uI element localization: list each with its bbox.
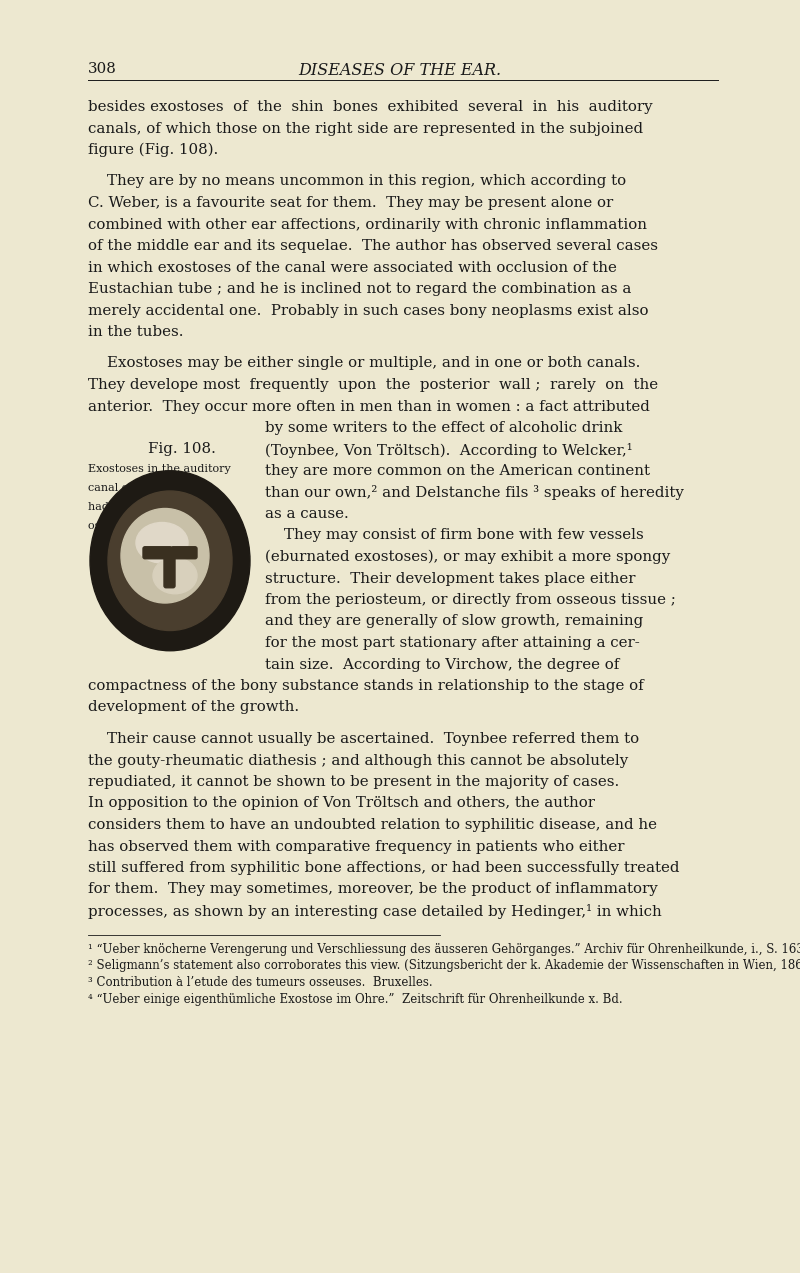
Text: osseous syphilis.: osseous syphilis. <box>88 521 182 531</box>
Text: C. Weber,​ is a favourite seat for them.  They may be present alone or: C. Weber,​ is a favourite seat for them.… <box>88 196 614 210</box>
Text: canals, of which those on the right side are represented in the subjoined: canals, of which those on the right side… <box>88 121 643 135</box>
Text: of the middle ear and its sequelae.  The author has observed several cases: of the middle ear and its sequelae. The … <box>88 239 658 253</box>
Text: ¹ “Ueber knöcherne Verengerung und Verschliessung des äusseren Gehörganges.” Arc: ¹ “Ueber knöcherne Verengerung und Versc… <box>88 942 800 956</box>
Text: tain size.  According to ​Virchow​, the degree of: tain size. According to ​Virchow​, the d… <box>265 657 619 671</box>
Ellipse shape <box>90 471 250 651</box>
Text: than our own,² and Delstanche fils ³ speaks of heredity: than our own,² and Delstanche fils ³ spe… <box>265 485 684 500</box>
Text: canal of a patient who: canal of a patient who <box>88 482 213 493</box>
Text: They are by no means uncommon in this region, which according to: They are by no means uncommon in this re… <box>88 174 626 188</box>
Text: ³ Contribution à l’etude des tumeurs osseuses.  Bruxelles.: ³ Contribution à l’etude des tumeurs oss… <box>88 976 433 989</box>
Ellipse shape <box>108 491 232 630</box>
Text: considers them to have an undoubted relation to syphilitic disease, and he: considers them to have an undoubted rela… <box>88 819 657 833</box>
Text: They may consist of firm bone with few vessels: They may consist of firm bone with few v… <box>265 528 644 542</box>
Text: had been affected with: had been affected with <box>88 502 218 512</box>
Text: Fig. 108.: Fig. 108. <box>148 443 216 457</box>
Text: the gouty-rheumatic diathesis ; and although this cannot be absolutely: the gouty-rheumatic diathesis ; and alth… <box>88 754 628 768</box>
Ellipse shape <box>121 508 209 603</box>
Text: processes, as shown by an interesting case detailed by Hedinger,¹ in which: processes, as shown by an interesting ca… <box>88 904 662 919</box>
Text: they are more common on the American continent: they are more common on the American con… <box>265 463 650 477</box>
Text: for them.  They may sometimes, moreover, be the product of inflammatory: for them. They may sometimes, moreover, … <box>88 882 658 896</box>
Text: They develope most  frequently  upon  the  posterior  wall ;  rarely  on  the: They develope most frequently upon the p… <box>88 378 658 392</box>
Text: repudiated, it cannot be shown to be present in the majority of cases.: repudiated, it cannot be shown to be pre… <box>88 775 619 789</box>
Text: compactness of the bony substance stands in relationship to the stage of: compactness of the bony substance stands… <box>88 679 644 693</box>
Text: by some writers to the effect of alcoholic drink: by some writers to the effect of alcohol… <box>265 421 622 435</box>
Text: 308: 308 <box>88 62 117 76</box>
FancyBboxPatch shape <box>143 546 172 559</box>
Text: Exostoses in the auditory: Exostoses in the auditory <box>88 463 230 474</box>
Text: ² Seligmann’s statement also corroborates this view. (Sitzungsbericht der k. Aka: ² Seligmann’s statement also corroborate… <box>88 960 800 973</box>
Text: for the most part stationary after attaining a cer-: for the most part stationary after attai… <box>265 636 640 651</box>
Text: in the tubes.: in the tubes. <box>88 325 183 339</box>
FancyBboxPatch shape <box>164 554 175 588</box>
Text: Eustachian tube ; and he is inclined not to regard the combination as a: Eustachian tube ; and he is inclined not… <box>88 283 631 297</box>
Text: In opposition to the opinion of Von Tröltsch and others, the author: In opposition to the opinion of Von Tröl… <box>88 797 595 811</box>
Text: still suffered from syphilitic bone affections, or had been successfully treated: still suffered from syphilitic bone affe… <box>88 861 679 875</box>
Text: merely accidental one.  Probably in such cases bony neoplasms exist also: merely accidental one. Probably in such … <box>88 303 649 317</box>
Text: as a cause.: as a cause. <box>265 507 349 521</box>
Text: from the periosteum, or directly from osseous tissue ;: from the periosteum, or directly from os… <box>265 593 676 607</box>
Text: (eburnated exostoses), or may exhibit a more spongy: (eburnated exostoses), or may exhibit a … <box>265 550 670 564</box>
Text: Exostoses may be either ​single​ or ​multiple​, and in one or both canals.: Exostoses may be either ​single​ or ​mul… <box>88 356 640 370</box>
Text: in which exostoses of the canal were associated with occlusion of the: in which exostoses of the canal were ass… <box>88 261 617 275</box>
Ellipse shape <box>153 558 197 593</box>
Text: figure (Fig. 108).: figure (Fig. 108). <box>88 143 218 158</box>
Text: and they are generally of slow growth, remaining: and they are generally of slow growth, r… <box>265 615 643 629</box>
Text: has observed them with comparative frequency in patients who either: has observed them with comparative frequ… <box>88 839 625 853</box>
Text: (Toynbee, Von Tröltsch).  According to Welcker,¹: (Toynbee, Von Tröltsch). According to We… <box>265 443 633 457</box>
Ellipse shape <box>136 522 188 563</box>
Text: structure.  Their development takes place either: structure. Their development takes place… <box>265 572 635 586</box>
Text: besides exostoses  of  the  shin  bones  exhibited  several  in  his  auditory: besides exostoses of the shin bones exhi… <box>88 101 653 115</box>
Text: combined with other ear affections, ordinarily with chronic inflammation: combined with other ear affections, ordi… <box>88 218 647 232</box>
Text: DISEASES OF THE EAR.: DISEASES OF THE EAR. <box>298 62 502 79</box>
Text: development of the growth.: development of the growth. <box>88 700 299 714</box>
Text: ⁴ “Ueber einige eigenthümliche Exostose im Ohre.”  Zeitschrift für Ohrenheilkund: ⁴ “Ueber einige eigenthümliche Exostose … <box>88 993 622 1006</box>
Text: Their cause cannot usually be ascertained.  Toynbee referred them to: Their cause cannot usually be ascertaine… <box>88 732 639 746</box>
Text: anterior.  They occur more often in men than in women : a fact attributed: anterior. They occur more often in men t… <box>88 400 650 414</box>
FancyBboxPatch shape <box>171 546 197 559</box>
